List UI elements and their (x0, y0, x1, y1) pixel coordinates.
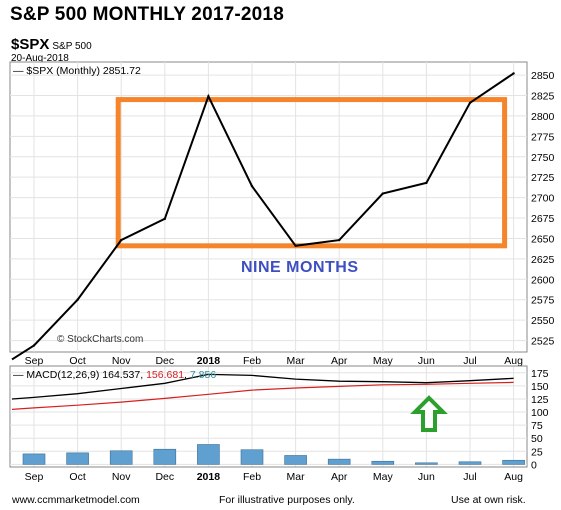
price-y-tick-label: 2600 (531, 274, 555, 286)
price-y-tick-label: 2625 (531, 254, 555, 266)
macd-histogram-bar (371, 460, 395, 465)
price-y-tick-label: 2700 (531, 193, 555, 205)
price-y-tick-label: 2800 (531, 111, 555, 123)
macd-x-tick-label: 2018 (197, 471, 221, 483)
macd-legend-label: — MACD(12,26,9) (13, 369, 102, 381)
macd-histogram-bar (458, 461, 482, 465)
price-point (76, 298, 79, 301)
macd-y-tick-label: 100 (531, 407, 549, 419)
macd-histogram-bar (284, 455, 307, 465)
macd-y-tick-label: 150 (531, 381, 549, 393)
macd-histogram-bar (66, 452, 89, 465)
price-point (250, 184, 254, 188)
price-point (381, 192, 384, 195)
macd-x-tick-label: Feb (243, 471, 261, 483)
macd-x-tick-label: Dec (155, 471, 174, 483)
price-x-tick-label: 2018 (197, 355, 221, 367)
nine-months-box (115, 97, 508, 249)
price-x-tick-label: Sep (25, 355, 44, 367)
macd-y-tick-label: 125 (531, 394, 549, 406)
nine-months-label: NINE MONTHS (241, 259, 359, 276)
macd-x-tick-label: Sep (25, 471, 44, 483)
macd-histogram-bar (109, 450, 133, 465)
macd-histogram-bar (153, 448, 177, 465)
price-legend: — $SPX (Monthly) 2851.72 (13, 65, 141, 77)
price-point (294, 244, 297, 248)
watermark: © StockCharts.com (57, 334, 143, 345)
macd-x-tick-label: Aug (504, 471, 523, 483)
macd-legend-macd-value: 164.537, (102, 369, 146, 381)
macd-x-tick-label: Nov (112, 471, 131, 483)
macd-histogram-bar (502, 459, 525, 465)
macd-x-tick-label: Jun (418, 471, 435, 483)
macd-y-tick-label: 25 (531, 446, 543, 458)
ticker-name: S&P 500 (52, 41, 92, 52)
footer-risk: Use at own risk. (451, 494, 526, 506)
up-arrow-icon (410, 395, 448, 432)
macd-x-tick-label: Jul (463, 471, 476, 483)
price-panel-frame (9, 61, 528, 353)
price-x-tick-label: Dec (155, 355, 174, 367)
price-point (32, 344, 36, 347)
macd-x-tick-label: Apr (331, 471, 348, 483)
macd-legend: — MACD(12,26,9) 164.537, 156.681, 7.856 (13, 369, 216, 381)
macd-histogram-bar (197, 444, 220, 465)
macd-y-tick-label: 175 (531, 368, 549, 380)
macd-y-tick-label: 50 (531, 433, 543, 445)
macd-histogram-bar (22, 453, 46, 465)
price-point (468, 101, 472, 105)
macd-x-tick-label: Mar (287, 471, 306, 483)
price-y-tick-label: 2775 (531, 131, 555, 143)
macd-signal-line (11, 381, 514, 410)
macd-panel-frame (9, 365, 528, 468)
symbol-line: $SPX S&P 500 (11, 36, 92, 53)
price-y-tick-label: 2575 (531, 295, 555, 307)
price-x-tick-label: May (373, 355, 394, 367)
price-x-tick-label: Oct (69, 355, 85, 367)
price-y-tick-label: 2525 (531, 336, 555, 348)
price-y-tick-label: 2825 (531, 90, 555, 102)
macd-legend-histogram-value: 7.856 (190, 369, 216, 381)
price-point (512, 72, 515, 75)
price-x-tick-label: Nov (112, 355, 131, 367)
footer-website: www.ccmmarketmodel.com (12, 494, 140, 506)
price-x-tick-label: Aug (504, 355, 523, 367)
price-point (120, 238, 123, 242)
price-x-tick-label: Jun (418, 355, 435, 367)
price-x-tick-label: Jul (463, 355, 476, 367)
macd-histogram-bar (415, 462, 438, 465)
macd-y-tick-label: 0 (531, 459, 537, 471)
footer-disclaimer: For illustrative purposes only. (219, 494, 355, 506)
price-x-tick-label: Apr (331, 355, 348, 367)
macd-histogram-bar (240, 449, 264, 465)
price-y-tick-label: 2725 (531, 172, 555, 184)
macd-line (11, 373, 514, 400)
macd-x-tick-label: Oct (69, 471, 85, 483)
price-point (425, 181, 428, 185)
price-point (207, 95, 210, 98)
macd-x-tick-label: May (373, 471, 394, 483)
price-y-tick-label: 2750 (531, 152, 555, 164)
macd-y-tick-label: 75 (531, 420, 543, 432)
ticker-symbol: $SPX (11, 36, 50, 53)
price-x-tick-label: Feb (243, 355, 261, 367)
price-y-tick-label: 2650 (531, 233, 555, 245)
macd-legend-separator: , (184, 369, 190, 381)
price-y-tick-label: 2850 (531, 70, 555, 82)
price-x-tick-label: Mar (287, 355, 306, 367)
price-y-tick-label: 2550 (531, 315, 555, 327)
price-point (163, 217, 166, 221)
macd-histogram-bar (327, 458, 351, 465)
chart-date: 20-Aug-2018 (11, 53, 69, 64)
price-y-tick-label: 2675 (531, 213, 555, 225)
chart-headline: S&P 500 MONTHLY 2017-2018 (10, 4, 284, 25)
price-point (338, 238, 341, 242)
macd-legend-signal-value: 156.681 (146, 369, 184, 381)
